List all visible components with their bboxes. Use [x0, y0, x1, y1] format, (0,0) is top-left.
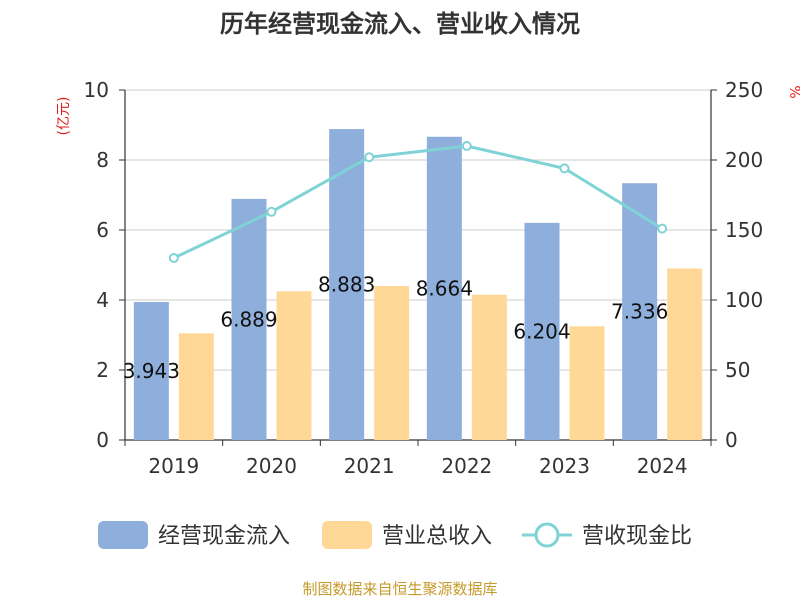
bar-cash-inflow	[622, 183, 658, 441]
bar-data-label: 7.336	[611, 300, 668, 324]
ratio-point	[168, 253, 179, 263]
left-axis-tick-label: 4	[96, 288, 109, 312]
left-axis-tick-label: 2	[96, 358, 109, 382]
left-axis-tick-label: 10	[84, 78, 109, 102]
left-axis-tick-label: 8	[96, 148, 109, 172]
ratio-point	[657, 223, 668, 234]
bar-cash-inflow	[329, 129, 365, 440]
bar-revenue	[178, 333, 214, 440]
legend-label: 营收现金比	[582, 524, 692, 549]
x-axis-tick-label: 2019	[148, 454, 199, 478]
chart-title: 历年经营现金流入、营业收入情况	[220, 10, 580, 38]
legend: 经营现金流入 营业总收入 营收现金比	[98, 521, 692, 549]
right-axis-tick-label: 100	[725, 288, 763, 312]
bar-data-label: 6.889	[220, 307, 277, 331]
legend-swatch	[322, 521, 372, 549]
left-axis-tick-label: 0	[96, 428, 109, 452]
bar-cash-inflow	[133, 301, 169, 440]
right-axis-tick-label: 250	[725, 78, 763, 102]
right-axis-tick-label: 50	[725, 358, 750, 382]
left-axis-tick-label: 6	[96, 218, 109, 242]
bar-revenue	[471, 294, 507, 440]
right-axis-tick-label: 150	[725, 218, 763, 242]
legend-swatch	[98, 521, 148, 549]
bar-cash-inflow	[231, 198, 267, 440]
ratio-point	[559, 163, 570, 174]
bar-revenue	[569, 326, 605, 440]
line-series	[168, 141, 668, 263]
legend-label: 营业总收入	[382, 524, 492, 549]
x-axis-tick-label: 2022	[441, 454, 492, 478]
right-axis-tick-label: 0	[725, 428, 738, 452]
x-axis-tick-label: 2020	[246, 454, 297, 478]
bar-revenue	[374, 286, 410, 440]
bar-cash-inflow	[524, 222, 560, 440]
data-labels: 3.943 6.889 8.883 8.664 6.204 7.336	[123, 273, 669, 383]
ratio-point	[266, 206, 277, 217]
ratio-point	[364, 152, 375, 163]
bar-data-label: 6.204	[513, 319, 570, 343]
right-axis-tick-label: 200	[725, 148, 763, 172]
left-axis-unit: (亿元)	[56, 97, 72, 136]
bar-cash-inflow	[426, 136, 462, 440]
right-axis-unit: %	[786, 85, 800, 98]
x-axis-tick-label: 2023	[539, 454, 590, 478]
bar-data-label: 3.943	[123, 359, 180, 383]
gridlines	[125, 89, 711, 371]
ratio-point	[461, 141, 472, 151]
bars	[133, 129, 703, 441]
x-axis-tick-label: 2021	[344, 454, 395, 478]
legend-swatch-marker	[534, 522, 560, 548]
bar-revenue	[667, 268, 703, 440]
legend-label: 经营现金流入	[158, 524, 290, 549]
x-axis-tick-label: 2024	[637, 454, 688, 478]
bar-data-label: 8.883	[318, 273, 375, 297]
bar-revenue	[276, 291, 312, 440]
bar-data-label: 8.664	[416, 276, 473, 300]
ratio-line	[173, 144, 663, 260]
data-source-note: 制图数据来自恒生聚源数据库	[302, 580, 497, 598]
